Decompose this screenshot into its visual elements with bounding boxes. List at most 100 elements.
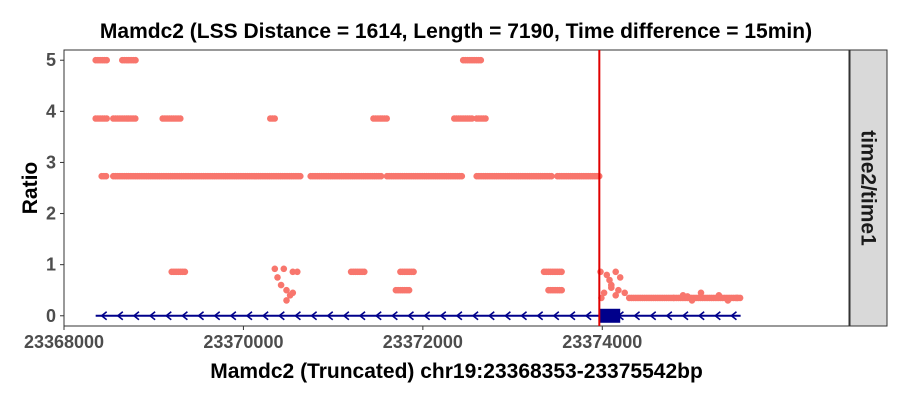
strand-arrow bbox=[164, 311, 172, 321]
data-point bbox=[132, 115, 139, 122]
data-point bbox=[297, 172, 304, 180]
strand-arrow bbox=[148, 311, 156, 321]
strand-arrow bbox=[116, 311, 124, 321]
data-point bbox=[405, 286, 413, 294]
data-point bbox=[361, 268, 368, 276]
data-point bbox=[102, 172, 110, 180]
data-point bbox=[271, 115, 279, 122]
strand-arrow bbox=[181, 311, 188, 321]
strand-arrow bbox=[100, 311, 108, 321]
data-point bbox=[103, 115, 110, 122]
strand-arrow bbox=[261, 311, 269, 321]
strand-arrow bbox=[342, 311, 350, 321]
data-point bbox=[615, 286, 622, 294]
data-point bbox=[283, 286, 290, 294]
strand-arrow bbox=[633, 311, 641, 321]
strand-arrow bbox=[245, 311, 253, 321]
x-axis-title: Mamdc2 (Truncated) chr19:23368353-233755… bbox=[210, 360, 703, 383]
facet-strip-label: time2/time1 bbox=[857, 130, 880, 246]
data-point bbox=[724, 297, 732, 304]
data-point bbox=[377, 172, 385, 180]
y-tick-label: 0 bbox=[46, 306, 56, 326]
data-point bbox=[383, 115, 391, 122]
data-point bbox=[733, 294, 741, 302]
data-point bbox=[597, 268, 604, 276]
y-tick-label: 2 bbox=[46, 204, 56, 224]
strand-arrow bbox=[504, 311, 511, 321]
strand-arrow bbox=[584, 311, 592, 321]
data-point bbox=[132, 56, 139, 64]
strand-arrow bbox=[681, 311, 689, 321]
data-point bbox=[612, 292, 619, 299]
strand-arrow bbox=[439, 311, 447, 321]
data-point bbox=[548, 172, 555, 180]
data-point bbox=[294, 268, 301, 276]
x-tick-label: 23370000 bbox=[203, 332, 283, 352]
chart-title: Mamdc2 (LSS Distance = 1614, Length = 71… bbox=[100, 20, 812, 43]
strand-arrow bbox=[294, 311, 301, 321]
y-tick-label: 5 bbox=[46, 50, 56, 70]
data-point bbox=[274, 274, 281, 281]
data-point bbox=[177, 115, 184, 122]
strand-arrow bbox=[697, 311, 705, 321]
plot-area bbox=[63, 49, 850, 327]
strand-arrow bbox=[649, 311, 657, 321]
facet-strip-background bbox=[849, 49, 888, 327]
data-point bbox=[558, 268, 565, 276]
strand-arrow bbox=[213, 311, 221, 321]
plot-panel bbox=[63, 49, 850, 327]
data-point bbox=[616, 274, 624, 281]
strand-arrow bbox=[358, 311, 366, 321]
strand-arrow bbox=[229, 311, 237, 321]
data-point bbox=[558, 286, 565, 294]
data-point bbox=[684, 293, 691, 300]
data-point bbox=[477, 56, 485, 64]
x-tick-label: 23368000 bbox=[24, 332, 104, 352]
data-point bbox=[603, 271, 611, 279]
strand-arrow bbox=[471, 311, 479, 321]
data-point bbox=[181, 268, 189, 276]
data-point bbox=[277, 281, 285, 289]
data-point bbox=[280, 265, 288, 273]
data-point bbox=[289, 289, 297, 297]
strand-arrow bbox=[714, 311, 721, 321]
y-tick-label: 1 bbox=[46, 255, 56, 275]
strand-arrow bbox=[423, 311, 431, 321]
x-tick-label: 23374000 bbox=[562, 332, 642, 352]
data-point bbox=[621, 289, 628, 297]
strand-arrow bbox=[391, 311, 398, 321]
data-point bbox=[688, 297, 696, 304]
data-point bbox=[608, 284, 615, 292]
strand-arrow bbox=[568, 311, 576, 321]
data-point bbox=[612, 268, 619, 276]
strand-arrow bbox=[197, 311, 205, 321]
data-point bbox=[482, 115, 489, 122]
strand-arrow bbox=[730, 311, 737, 321]
strand-arrow bbox=[374, 311, 382, 321]
exon-block bbox=[599, 308, 621, 323]
data-point bbox=[283, 297, 290, 304]
data-point bbox=[458, 172, 466, 180]
data-point bbox=[697, 289, 705, 297]
x-tick-label: 23372000 bbox=[383, 332, 463, 352]
data-point bbox=[468, 115, 476, 122]
data-point bbox=[410, 268, 417, 276]
strand-arrow bbox=[132, 311, 140, 321]
data-point bbox=[715, 292, 723, 299]
data-point bbox=[606, 276, 613, 284]
strand-arrow bbox=[520, 311, 528, 321]
strand-arrow bbox=[310, 311, 318, 321]
strand-arrow bbox=[665, 311, 673, 321]
data-point bbox=[600, 289, 608, 297]
facet-strip: time2/time1 bbox=[849, 49, 888, 327]
strand-arrow bbox=[536, 311, 544, 321]
strand-arrow bbox=[455, 311, 463, 321]
y-axis-title: Ratio bbox=[19, 162, 42, 215]
strand-arrow bbox=[487, 311, 495, 321]
data-point bbox=[271, 265, 279, 273]
data-point bbox=[103, 56, 110, 64]
strand-arrow bbox=[552, 311, 560, 321]
y-tick-label: 4 bbox=[46, 101, 56, 121]
strand-arrow bbox=[407, 311, 414, 321]
